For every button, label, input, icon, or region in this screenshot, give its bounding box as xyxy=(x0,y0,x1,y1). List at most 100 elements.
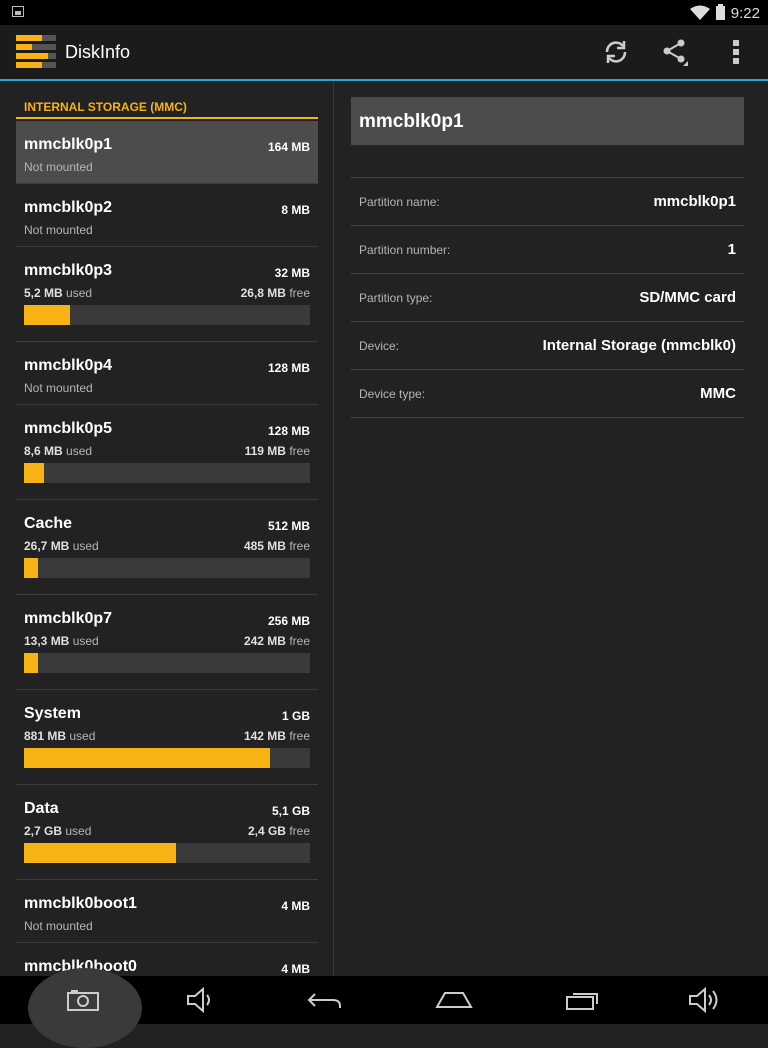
partition-name: mmcblk0p1 xyxy=(24,136,113,153)
detail-label: Device type: xyxy=(359,387,426,401)
partition-free: 242 MB free xyxy=(244,634,310,648)
used-suffix: used xyxy=(65,824,92,838)
detail-row: Partition type: SD/MMC card xyxy=(351,274,744,322)
partition-item[interactable]: mmcblk0boot1 4 MB Not mounted xyxy=(16,880,318,943)
battery-icon xyxy=(715,4,725,20)
free-amount: 2,4 GB xyxy=(247,824,286,838)
detail-row: Partition number: 1 xyxy=(351,226,744,274)
used-amount: 13,3 MB xyxy=(24,634,70,648)
used-amount: 5,2 MB xyxy=(24,286,63,300)
partition-size: 128 MB xyxy=(267,424,310,438)
partition-size: 164 MB xyxy=(267,140,310,154)
partition-item[interactable]: Cache 512 MB 26,7 MB used 485 MB free xyxy=(16,500,318,595)
free-suffix: free xyxy=(289,286,310,300)
recent-apps-button[interactable] xyxy=(543,976,623,1024)
back-icon xyxy=(307,993,341,1008)
usage-bar xyxy=(24,305,310,325)
home-icon xyxy=(435,992,473,1008)
back-button[interactable] xyxy=(285,976,365,1024)
partition-item[interactable]: System 1 GB 881 MB used 142 MB free xyxy=(16,690,318,785)
action-bar: DiskInfo xyxy=(0,25,768,81)
detail-label: Partition type: xyxy=(359,291,433,305)
partition-free: 119 MB free xyxy=(245,444,310,458)
camera-button[interactable] xyxy=(43,976,123,1024)
partition-used: 2,7 GB used xyxy=(24,824,91,838)
partition-size: 1 GB xyxy=(281,709,310,723)
partition-used: 8,6 MB used xyxy=(24,444,92,458)
used-amount: 2,7 GB xyxy=(24,824,63,838)
usage-bar-fill xyxy=(24,843,176,863)
free-suffix: free xyxy=(289,444,310,458)
usage-bar-fill xyxy=(24,558,39,578)
used-amount: 8,6 MB xyxy=(24,444,63,458)
partition-name: Data xyxy=(24,800,59,817)
usage-bar-fill xyxy=(24,305,70,325)
partition-free: 2,4 GB free xyxy=(248,824,310,838)
partition-item[interactable]: mmcblk0p4 128 MB Not mounted xyxy=(16,342,318,405)
partition-size: 5,1 GB xyxy=(271,804,310,818)
used-amount: 26,7 MB xyxy=(24,539,70,553)
refresh-button[interactable] xyxy=(588,25,644,79)
partition-detail-pane: mmcblk0p1 Partition name: mmcblk0p1 Partit… xyxy=(335,81,768,976)
partition-free: 485 MB free xyxy=(244,539,310,553)
detail-label: Device: xyxy=(359,339,400,353)
partition-item[interactable]: mmcblk0p5 128 MB 8,6 MB used 119 MB free xyxy=(16,405,318,500)
free-amount: 142 MB xyxy=(243,729,286,743)
app-logo-icon[interactable] xyxy=(16,35,56,69)
share-button[interactable] xyxy=(647,25,703,79)
home-button[interactable] xyxy=(414,976,494,1024)
free-suffix: free xyxy=(289,539,310,553)
share-icon xyxy=(663,39,688,66)
app-title: DiskInfo xyxy=(65,42,131,62)
partition-list-pane: INTERNAL STORAGE (MMC) mmcblk0p1 164 MB No… xyxy=(0,81,334,976)
partition-used: 26,7 MB used xyxy=(24,539,99,553)
detail-row: Device: Internal Storage (mmcblk0) xyxy=(351,322,744,370)
usage-bar xyxy=(24,558,310,578)
refresh-icon xyxy=(605,41,627,63)
free-amount: 119 MB xyxy=(244,444,286,458)
wifi-icon xyxy=(689,5,710,20)
detail-title: mmcblk0p1 xyxy=(351,97,744,145)
free-suffix: free xyxy=(289,824,310,838)
free-amount: 26,8 MB xyxy=(240,286,286,300)
navigation-bar xyxy=(0,968,768,1048)
partition-used: 5,2 MB used xyxy=(24,286,92,300)
recent-apps-icon xyxy=(566,993,598,1010)
partition-size: 32 MB xyxy=(274,266,310,280)
usage-bar xyxy=(24,653,310,673)
detail-value: MMC xyxy=(700,385,736,402)
partition-name: mmcblk0p2 xyxy=(24,199,113,216)
usage-bar-fill xyxy=(24,463,45,483)
partition-item[interactable]: mmcblk0p1 164 MB Not mounted xyxy=(16,121,318,184)
partition-status: Not mounted xyxy=(24,223,93,237)
partition-item[interactable]: mmcblk0p3 32 MB 5,2 MB used 26,8 MB free xyxy=(16,247,318,342)
usage-bar xyxy=(24,748,310,768)
status-bar: 9:22 xyxy=(0,0,768,25)
partition-free: 142 MB free xyxy=(244,729,310,743)
used-suffix: used xyxy=(72,539,99,553)
used-suffix: used xyxy=(66,286,93,300)
usage-bar-fill xyxy=(24,653,39,673)
partition-item[interactable]: Data 5,1 GB 2,7 GB used 2,4 GB free xyxy=(16,785,318,880)
partition-name: mmcblk0p7 xyxy=(24,610,113,627)
partition-size: 256 MB xyxy=(267,614,310,628)
clock: 9:22 xyxy=(730,4,760,22)
detail-value: Internal Storage (mmcblk0) xyxy=(542,337,736,354)
detail-label: Partition name: xyxy=(359,195,440,209)
partition-size: 8 MB xyxy=(281,203,310,217)
partition-size: 512 MB xyxy=(267,519,310,533)
volume-down-icon xyxy=(187,987,210,1013)
partition-name: mmcblk0p3 xyxy=(24,262,113,279)
partition-item[interactable]: mmcblk0p7 256 MB 13,3 MB used 242 MB free xyxy=(16,595,318,690)
overflow-menu-button[interactable] xyxy=(708,25,764,79)
partition-size: 4 MB xyxy=(281,962,310,976)
detail-value: mmcblk0p1 xyxy=(653,193,736,210)
partition-size: 4 MB xyxy=(281,899,310,913)
partition-status: Not mounted xyxy=(24,160,93,174)
usage-bar-fill xyxy=(24,748,270,768)
partition-item[interactable]: mmcblk0p2 8 MB Not mounted xyxy=(16,184,318,247)
partition-name: mmcblk0p5 xyxy=(24,420,113,437)
camera-icon xyxy=(67,990,99,1011)
volume-up-button[interactable] xyxy=(664,976,744,1024)
volume-down-button[interactable] xyxy=(160,976,240,1024)
